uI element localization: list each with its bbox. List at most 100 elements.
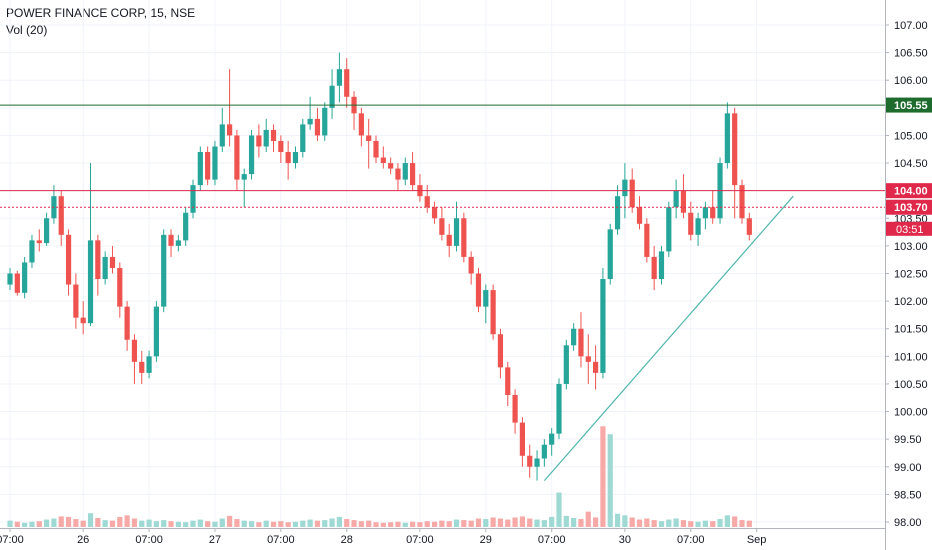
volume-bar xyxy=(497,518,504,527)
volume-bar xyxy=(607,434,613,527)
volume-bar xyxy=(563,515,569,527)
candle-body xyxy=(7,273,13,285)
volume-bar xyxy=(688,521,694,527)
candle-body xyxy=(197,152,203,186)
candle-body xyxy=(161,234,167,307)
candle-body xyxy=(131,339,138,362)
price-tick-label: 99.50 xyxy=(894,434,922,446)
volume-bar xyxy=(241,520,247,527)
candle-body xyxy=(644,223,650,257)
volume-bar xyxy=(461,520,467,527)
volume-bar xyxy=(263,520,269,527)
countdown-badge xyxy=(886,221,932,236)
price-tick-label: 99.00 xyxy=(894,462,922,474)
time-tick-label: 07:00 xyxy=(135,534,163,546)
volume-bar xyxy=(680,520,687,527)
time-axis[interactable]: 07:00 26 07:00 27 07:00 28 07:00 29 07:00 30 07:00… xyxy=(0,528,885,550)
volume-bar xyxy=(300,520,306,527)
candle-body xyxy=(556,383,562,434)
price-tick-label: 106.00 xyxy=(894,75,928,87)
volume-bar xyxy=(292,521,299,527)
candle-body xyxy=(614,196,621,230)
countdown-label: 03:51 xyxy=(896,224,924,236)
time-tick-label: 07:00 xyxy=(677,534,705,546)
volume-bar xyxy=(161,520,167,527)
price-axis[interactable]: 107.00106.50106.00105.50105.00104.50104.… xyxy=(885,0,932,550)
volume-bar xyxy=(380,522,386,527)
candle-body xyxy=(95,240,101,280)
time-tick-label: 29 xyxy=(480,534,492,546)
trendline-segment xyxy=(543,195,794,481)
candle-body xyxy=(710,207,716,219)
candle-body xyxy=(241,174,247,180)
volume-bar xyxy=(578,519,584,527)
volume-bar xyxy=(629,517,635,527)
symbol-title: POWER FINANCE CORP, 15, NSE xyxy=(6,6,196,20)
volume-bar xyxy=(168,521,174,527)
volume-bar xyxy=(373,522,379,527)
candle-body xyxy=(380,157,386,164)
volume-bar xyxy=(95,517,101,527)
volume-bar xyxy=(739,520,745,527)
candle-body xyxy=(563,345,569,384)
volume-bar xyxy=(51,518,57,527)
candle-body xyxy=(651,256,657,280)
candles xyxy=(7,52,752,481)
volume-bar xyxy=(234,519,240,527)
volume-bar xyxy=(131,518,138,527)
volume-bar xyxy=(256,522,262,527)
candle-body xyxy=(109,256,116,268)
candle-body xyxy=(58,196,64,235)
price-tick-label: 101.00 xyxy=(894,351,928,363)
volume-bar xyxy=(431,521,438,527)
candle-body xyxy=(263,129,269,147)
price-tick-label: 102.00 xyxy=(894,296,928,308)
volume-bar xyxy=(87,513,94,527)
candle-body xyxy=(490,290,496,335)
volume-bar xyxy=(109,520,116,527)
candle-body xyxy=(402,163,408,180)
volume-bar xyxy=(505,519,511,527)
candle-body xyxy=(190,185,196,213)
volume-bar xyxy=(512,517,518,527)
price-axis-bg xyxy=(885,0,932,550)
price-lines[interactable] xyxy=(0,104,885,208)
candle-body xyxy=(468,256,474,274)
volume-bar xyxy=(65,516,72,527)
candle-body xyxy=(219,124,225,147)
volume-bar xyxy=(278,521,284,527)
volume-bar xyxy=(248,521,255,527)
price-tick-label: 98.50 xyxy=(894,489,922,501)
trendline[interactable] xyxy=(543,195,794,481)
candle-body xyxy=(549,433,555,445)
candle-body xyxy=(329,85,335,108)
volume-bar xyxy=(227,515,233,527)
chart-legend: POWER FINANCE CORP, 15, NSE Vol (20) xyxy=(6,5,195,39)
candle-body xyxy=(322,107,328,136)
candle-body xyxy=(732,113,738,186)
volume-study-label: Vol (20) xyxy=(6,23,48,37)
candle-body xyxy=(87,240,94,324)
volume-bar xyxy=(541,520,547,527)
volume-bar xyxy=(344,519,350,527)
candle-body xyxy=(680,190,687,213)
volume-bar xyxy=(600,426,606,527)
candle-body xyxy=(307,118,313,125)
price-tick-label: 100.50 xyxy=(894,379,928,391)
volume-bar xyxy=(314,520,321,527)
candle-body xyxy=(80,317,86,324)
price-tick-label: 101.50 xyxy=(894,324,928,336)
candle-body xyxy=(212,146,218,180)
candle-body xyxy=(29,240,35,263)
volume-bar xyxy=(219,518,225,527)
volume-bar xyxy=(446,521,452,527)
time-tick-label: 28 xyxy=(341,534,353,546)
volume-bar xyxy=(651,520,657,527)
volume-bar xyxy=(270,521,277,527)
volume-bar xyxy=(614,513,621,527)
volume-bar xyxy=(351,520,357,527)
volume-bar xyxy=(527,518,533,527)
volume-bar xyxy=(490,517,496,527)
volume-bar xyxy=(146,519,152,527)
